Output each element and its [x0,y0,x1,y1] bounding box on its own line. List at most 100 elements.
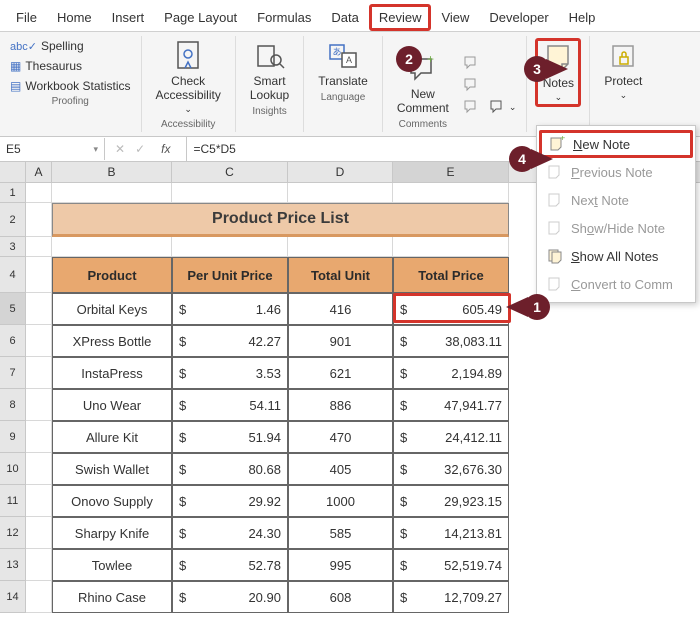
cell-per-unit[interactable]: $24.30 [172,517,288,549]
row-header[interactable]: 14 [0,581,26,613]
cell-per-unit[interactable]: $52.78 [172,549,288,581]
cell[interactable] [26,421,52,453]
cell-units[interactable]: 995 [288,549,393,581]
cell-product[interactable]: XPress Bottle [52,325,172,357]
cell-product[interactable]: Swish Wallet [52,453,172,485]
cell-product[interactable]: Towlee [52,549,172,581]
menu-prev-note[interactable]: Previous Note [537,158,695,186]
cell[interactable] [52,183,172,203]
menu-show-all-notes[interactable]: Show All Notes [537,242,695,270]
cell-total[interactable]: $32,676.30 [393,453,509,485]
tab-review[interactable]: Review [369,4,432,31]
tab-page-layout[interactable]: Page Layout [154,4,247,31]
cell-per-unit[interactable]: $1.46 [172,293,288,325]
row-header[interactable]: 10 [0,453,26,485]
row-header[interactable]: 8 [0,389,26,421]
menu-showhide-note[interactable]: Show/Hide Note [537,214,695,242]
header-product[interactable]: Product [52,257,172,293]
cell[interactable] [26,549,52,581]
cell-units[interactable]: 901 [288,325,393,357]
tab-data[interactable]: Data [321,4,368,31]
cell-per-unit[interactable]: $42.27 [172,325,288,357]
cell-units[interactable]: 621 [288,357,393,389]
cell[interactable] [26,237,52,257]
tab-home[interactable]: Home [47,4,102,31]
cell[interactable] [26,293,52,325]
protect-button[interactable]: Protect ⌄ [598,38,648,103]
row-header[interactable]: 5 [0,293,26,325]
smart-lookup-button[interactable]: Smart Lookup [244,38,295,104]
col-header-e[interactable]: E [393,162,509,182]
row-header[interactable]: 4 [0,257,26,293]
row-header[interactable]: 7 [0,357,26,389]
cell-product[interactable]: Rhino Case [52,581,172,613]
cell-units[interactable]: 416 [288,293,393,325]
cell[interactable] [393,183,509,203]
row-header[interactable]: 2 [0,203,26,237]
select-all-corner[interactable] [0,162,26,182]
cell[interactable] [52,237,172,257]
cell-total[interactable]: $605.49 [393,293,509,325]
row-header[interactable]: 6 [0,325,26,357]
cell-total[interactable]: $47,941.77 [393,389,509,421]
name-box[interactable]: E5▾ [0,138,105,160]
header-per-unit[interactable]: Per Unit Price [172,257,288,293]
cell[interactable] [26,257,52,293]
col-header-a[interactable]: A [26,162,52,182]
cell-product[interactable]: Uno Wear [52,389,172,421]
cell-total[interactable]: $38,083.11 [393,325,509,357]
menu-convert[interactable]: Convert to Comm [537,270,695,298]
row-header[interactable]: 11 [0,485,26,517]
title-cell[interactable]: Product Price List [52,203,509,237]
cell-per-unit[interactable]: $20.90 [172,581,288,613]
cell-total[interactable]: $12,709.27 [393,581,509,613]
cell-product[interactable]: Sharpy Knife [52,517,172,549]
menu-next-note[interactable]: Next Note [537,186,695,214]
cancel-icon[interactable]: ✕ [115,142,125,156]
spelling-button[interactable]: abc✓Spelling [8,38,133,54]
cell[interactable] [26,581,52,613]
cell[interactable] [393,237,509,257]
cell[interactable] [26,517,52,549]
cell-per-unit[interactable]: $3.53 [172,357,288,389]
translate-button[interactable]: あA Translate [312,38,374,90]
cell-units[interactable]: 470 [288,421,393,453]
cell[interactable] [26,485,52,517]
tab-formulas[interactable]: Formulas [247,4,321,31]
row-header[interactable]: 13 [0,549,26,581]
cell-units[interactable]: 585 [288,517,393,549]
cell[interactable] [26,453,52,485]
row-header[interactable]: 1 [0,183,26,203]
cell[interactable] [26,389,52,421]
next-comment-button[interactable] [461,98,481,116]
cell-per-unit[interactable]: $80.68 [172,453,288,485]
cell-units[interactable]: 1000 [288,485,393,517]
cell-units[interactable]: 886 [288,389,393,421]
delete-comment-button[interactable] [461,54,481,72]
show-comments-button[interactable]: ⌄ [487,98,519,116]
workbook-stats-button[interactable]: ▤Workbook Statistics [8,78,133,94]
cell-total[interactable]: $24,412.11 [393,421,509,453]
check-accessibility-button[interactable]: Check Accessibility ⌄ [150,38,227,117]
cell-product[interactable]: Onovo Supply [52,485,172,517]
header-total-price[interactable]: Total Price [393,257,509,293]
tab-file[interactable]: File [6,4,47,31]
cell-product[interactable]: Orbital Keys [52,293,172,325]
fx-icon[interactable]: fx [155,142,176,156]
header-total-unit[interactable]: Total Unit [288,257,393,293]
tab-view[interactable]: View [431,4,479,31]
cell-units[interactable]: 405 [288,453,393,485]
row-header[interactable]: 3 [0,237,26,257]
row-header[interactable]: 12 [0,517,26,549]
prev-comment-button[interactable] [461,76,481,94]
cell-units[interactable]: 608 [288,581,393,613]
cell[interactable] [26,325,52,357]
cell[interactable] [288,183,393,203]
cell[interactable] [172,183,288,203]
col-header-b[interactable]: B [52,162,172,182]
enter-icon[interactable]: ✓ [135,142,145,156]
cell-product[interactable]: Allure Kit [52,421,172,453]
cell[interactable] [26,183,52,203]
cell-total[interactable]: $52,519.74 [393,549,509,581]
cell-total[interactable]: $14,213.81 [393,517,509,549]
